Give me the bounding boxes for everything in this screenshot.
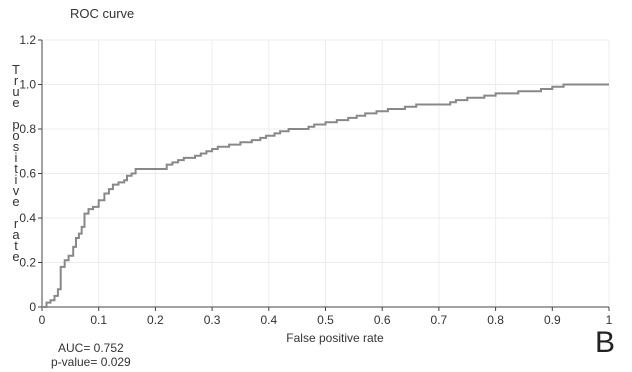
- roc-curve-line: [42, 83, 609, 308]
- x-tick-label: 0.8: [487, 313, 504, 327]
- p-value: p-value= 0.029: [51, 355, 131, 369]
- x-tick-labels: 0 0.1 0.2 0.3 0.4 0.5 0.6 0.7 0.8 0.9 1: [39, 307, 613, 327]
- x-tick-label: 0.5: [317, 313, 334, 327]
- chart-title: ROC curve: [70, 6, 135, 21]
- x-tick-label: 1: [606, 313, 613, 327]
- x-tick-label: 0.9: [544, 313, 561, 327]
- x-tick-label: 0.1: [90, 313, 107, 327]
- x-tick-label: 0.3: [204, 313, 221, 327]
- x-tick-label: 0.6: [374, 313, 391, 327]
- grid-lines: [41, 39, 610, 308]
- auc-value: AUC= 0.752: [58, 341, 124, 355]
- x-tick-label: 0.4: [260, 313, 277, 327]
- y-tick-label: 0.8: [19, 122, 36, 136]
- x-tick-label: 0: [39, 313, 46, 327]
- y-tick-label: 1.0: [19, 78, 36, 92]
- x-axis-label: False positive rate: [286, 331, 384, 345]
- x-tick-label: 0.7: [431, 313, 448, 327]
- y-tick-label: 0.2: [19, 256, 36, 270]
- x-tick-label: 0.2: [147, 313, 164, 327]
- y-tick-labels: 0 0.2 0.4 0.6 0.8 1.0 1.2: [19, 33, 42, 314]
- y-tick-label: 0.4: [19, 211, 36, 225]
- y-tick-label: 0.6: [19, 167, 36, 181]
- panel-label: B: [595, 326, 616, 359]
- y-tick-label: 1.2: [19, 33, 36, 47]
- y-tick-label: 0: [29, 300, 36, 314]
